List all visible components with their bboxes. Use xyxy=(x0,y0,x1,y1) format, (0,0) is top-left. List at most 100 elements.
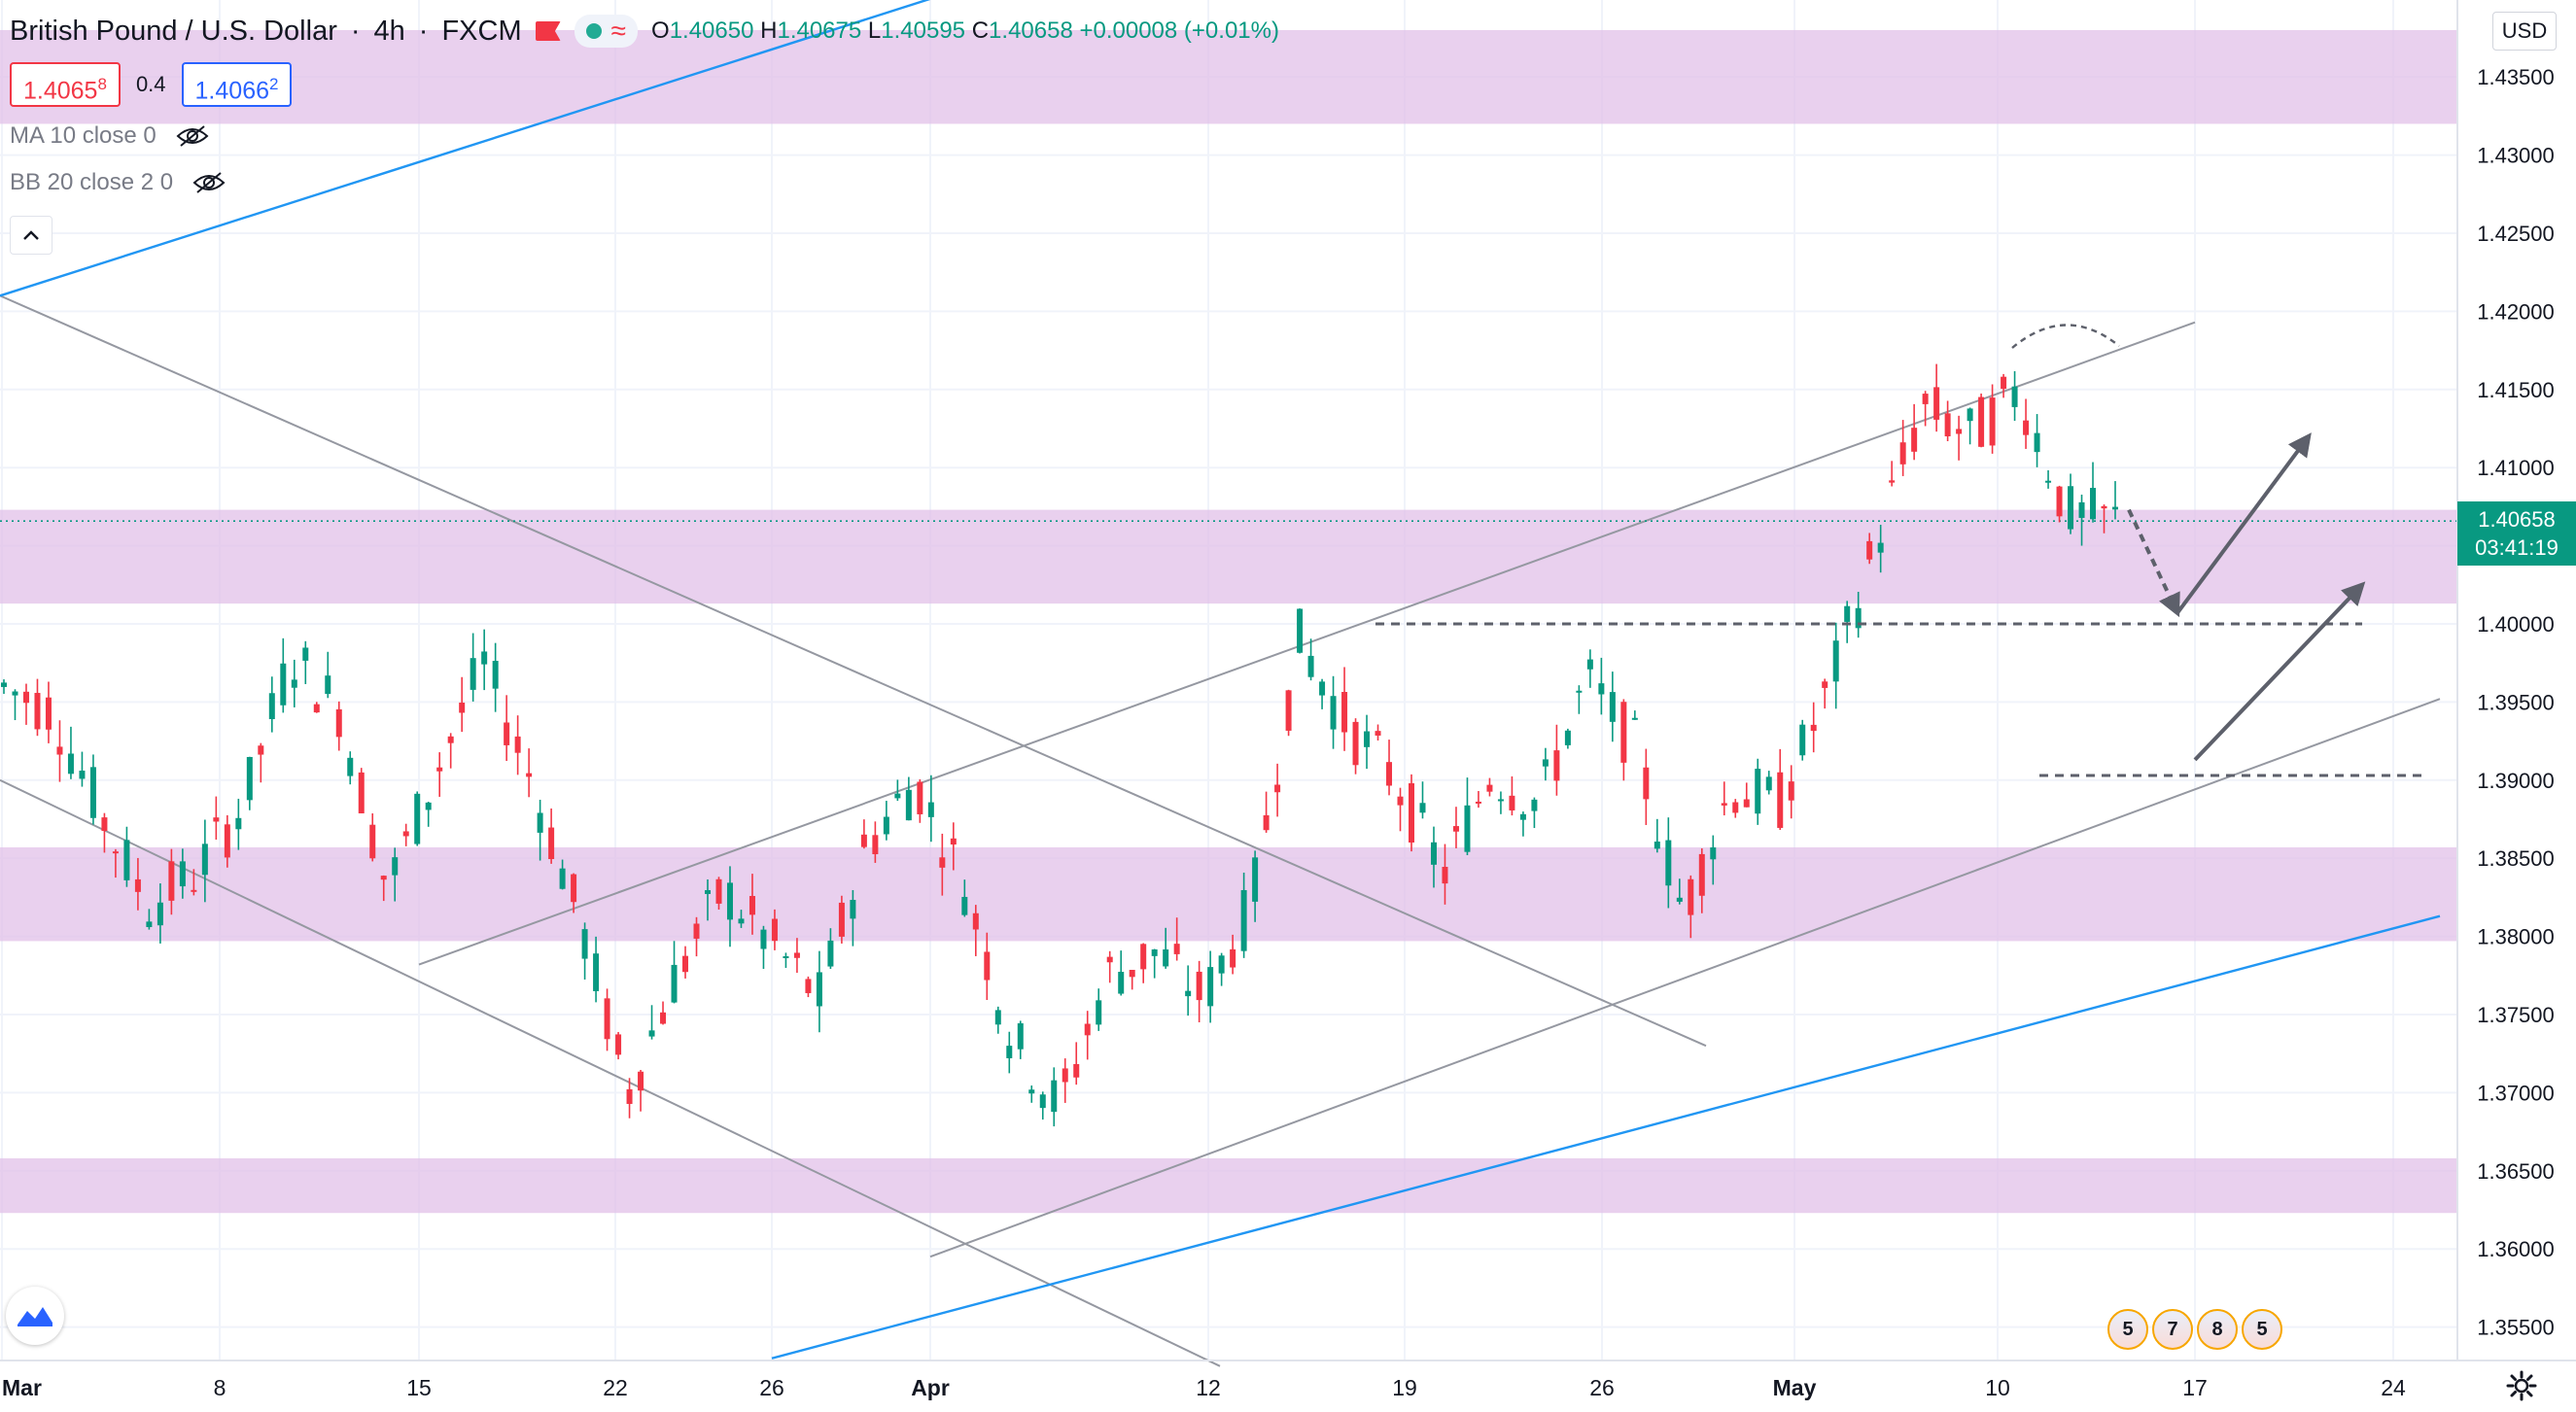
symbol-name[interactable]: British Pound / U.S. Dollar xyxy=(10,15,337,47)
candle-body xyxy=(123,840,130,880)
time-tick: Apr xyxy=(911,1375,950,1400)
price-tick: 1.41500 xyxy=(2477,378,2555,402)
event-badge[interactable]: 7 xyxy=(2152,1309,2193,1350)
candle-body xyxy=(1006,1046,1013,1058)
price-tick: 1.36500 xyxy=(2477,1159,2555,1184)
market-status-pill[interactable]: ≈ xyxy=(574,15,639,48)
open-label: O xyxy=(651,17,670,44)
drawings xyxy=(1375,324,2428,777)
open-value: 1.40650 xyxy=(669,17,754,44)
candle-body xyxy=(604,998,610,1040)
candle-body xyxy=(1799,724,1806,756)
event-badge[interactable]: 8 xyxy=(2197,1309,2238,1350)
candle-body xyxy=(593,953,600,991)
buy-button[interactable]: 1.40662 xyxy=(181,62,293,107)
candle-body xyxy=(12,691,18,696)
eye-off-icon[interactable] xyxy=(176,124,209,148)
event-badge[interactable]: 5 xyxy=(2242,1309,2282,1350)
time-axis: Mar 8 15 22 26 Apr 12 19 26 May 10 17 24 xyxy=(2,1375,2406,1400)
candle-body xyxy=(860,834,867,847)
candle-body xyxy=(2034,432,2040,453)
candle-body xyxy=(1519,813,1526,820)
candle-body xyxy=(660,1012,667,1024)
candle-body xyxy=(1967,408,1973,422)
candle-body xyxy=(1218,955,1225,974)
eye-off-icon[interactable] xyxy=(192,171,226,194)
candle-body xyxy=(1084,1023,1091,1036)
collapse-legend-button[interactable] xyxy=(10,216,52,255)
tradingview-logo-icon[interactable] xyxy=(6,1287,64,1345)
candle-body xyxy=(1285,690,1292,731)
candle-body xyxy=(1341,692,1348,733)
candle-body xyxy=(615,1034,622,1055)
candle-body xyxy=(1106,956,1113,963)
sr-zone xyxy=(0,29,2457,124)
candle-body xyxy=(1542,759,1549,767)
candle-body xyxy=(258,745,264,755)
time-tick: 19 xyxy=(1392,1375,1417,1400)
candle-body xyxy=(1643,767,1650,800)
price-tick: 1.43500 xyxy=(2477,65,2555,89)
chart-grid xyxy=(0,0,2457,1360)
current-price-tag: 1.40658 03:41:19 xyxy=(2457,501,2576,566)
price-tick: 1.41000 xyxy=(2477,456,2555,480)
candle-body xyxy=(201,844,208,876)
candle-body xyxy=(793,952,800,958)
candle-body xyxy=(1698,853,1705,896)
candle-body xyxy=(2078,501,2085,518)
sell-price: 1.4065 xyxy=(23,77,98,105)
candle-body xyxy=(1230,948,1236,968)
separator: · xyxy=(350,15,361,47)
candle-body xyxy=(705,890,711,894)
sr-zone xyxy=(0,846,2457,942)
interval-label[interactable]: 4h xyxy=(373,15,405,47)
candle-body xyxy=(671,964,678,1003)
price-axis: 1.35500 1.36000 1.36500 1.37000 1.37500 1.380… xyxy=(2477,65,2555,1339)
candle-body xyxy=(358,772,365,813)
top-arc xyxy=(2011,324,2120,349)
candle-body xyxy=(392,857,399,876)
candle-body xyxy=(447,736,454,743)
candle-body xyxy=(89,767,96,818)
price-tick: 1.35500 xyxy=(2477,1316,2555,1340)
candle-body xyxy=(1654,841,1660,849)
time-tick: 17 xyxy=(2182,1375,2208,1400)
candle-body xyxy=(1889,480,1896,483)
close-label: C xyxy=(971,17,990,44)
candle-body xyxy=(1553,750,1560,781)
candle-body xyxy=(1620,702,1627,763)
indicator-bb[interactable]: BB 20 close 2 0 xyxy=(10,169,226,196)
candle-body xyxy=(1386,762,1393,786)
flag-icon[interactable] xyxy=(535,21,561,41)
candle-body xyxy=(280,663,287,706)
candle-body xyxy=(34,693,41,730)
gear-icon[interactable] xyxy=(2500,1364,2543,1407)
indicator-ma[interactable]: MA 10 close 0 xyxy=(10,122,209,150)
candle-body xyxy=(213,817,220,822)
event-badge[interactable]: 5 xyxy=(2107,1309,2148,1350)
candle-body xyxy=(961,896,968,915)
candle-body xyxy=(548,827,555,860)
candle-body xyxy=(1274,784,1281,793)
projection-arrow xyxy=(2127,508,2180,618)
candle-body xyxy=(2112,506,2118,510)
candle-body xyxy=(1039,1094,1046,1109)
candle-body xyxy=(1185,990,1192,997)
candle-body xyxy=(1509,795,1515,810)
candle-body xyxy=(1989,397,1996,446)
candle-body xyxy=(559,868,566,889)
candle-body xyxy=(1173,944,1180,954)
currency-button[interactable]: USD xyxy=(2492,12,2557,51)
indicator-ma-label: MA 10 close 0 xyxy=(10,122,157,149)
candle-body xyxy=(1777,772,1784,828)
candle-body xyxy=(436,767,443,772)
candle-body xyxy=(2090,488,2097,520)
candle-body xyxy=(738,918,745,924)
candle-body xyxy=(1319,681,1326,696)
candle-body xyxy=(380,876,387,880)
candle-body xyxy=(1531,799,1538,811)
sell-button[interactable]: 1.40658 xyxy=(10,62,121,107)
trend-line xyxy=(0,778,1221,1367)
source-label: FXCM xyxy=(441,15,522,47)
